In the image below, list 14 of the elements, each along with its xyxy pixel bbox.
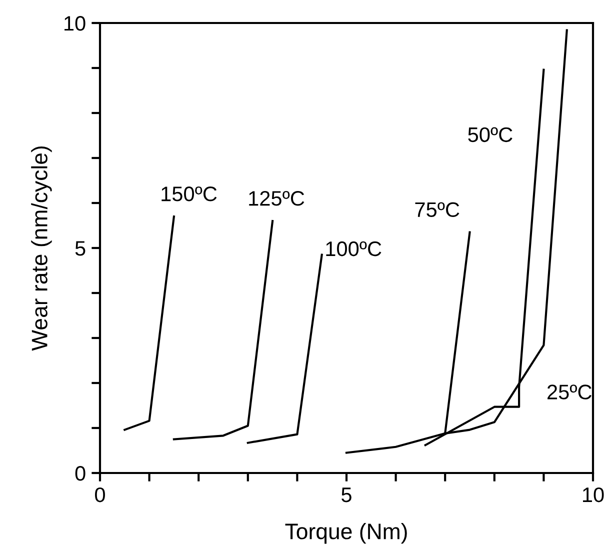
y-tick-label: 10 [64,16,86,31]
x-tick-label: 0 [95,487,105,502]
series-label: 100ºC [326,241,382,256]
series-label: 50ºC [468,127,512,142]
series-label: 125ºC [249,191,304,206]
x-tick-label: 10 [583,487,604,502]
y-tick-label: 0 [75,466,86,481]
y-axis-title: Wear rate (nm/cycle) [31,146,52,351]
series-label: 25ºC [548,384,592,400]
y-tick-label: 5 [75,241,86,256]
x-axis-title: Torque (Nm) [285,522,407,544]
x-tick-label: 5 [342,488,352,502]
series-label: 75ºC [415,202,460,218]
series-label: 150ºC [162,186,217,202]
